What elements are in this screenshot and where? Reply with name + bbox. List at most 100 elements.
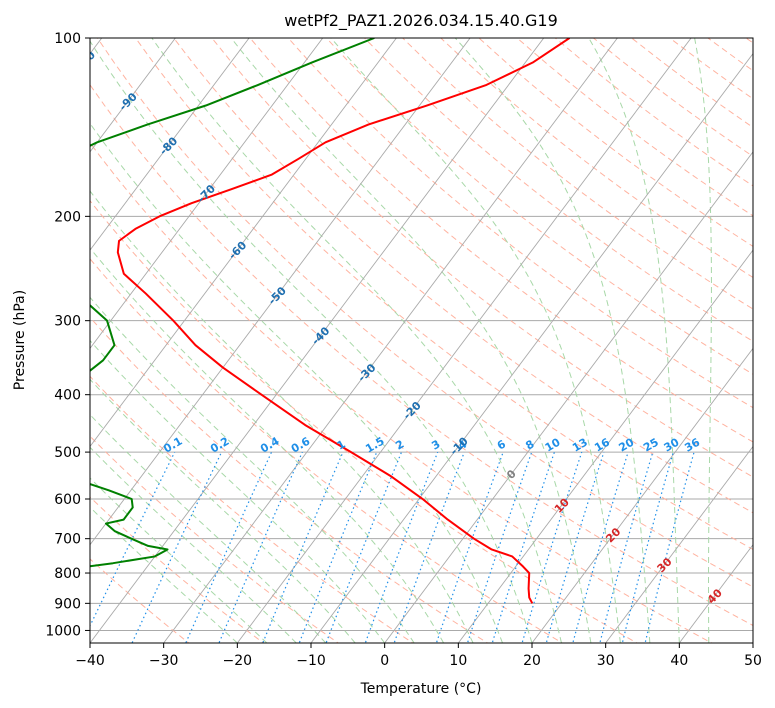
x-tick-label: 50: [744, 653, 762, 669]
x-tick-label: 0: [380, 653, 389, 669]
isotherm-line: [236, 38, 692, 643]
mixing-ratio-line: [298, 451, 378, 643]
dry-adiabat-line: [364, 38, 753, 342]
mixing-ratio-line: [90, 451, 176, 628]
isotherm-label: -80: [157, 134, 180, 157]
isotherm-label: 0: [504, 467, 519, 482]
y-tick-label: 1000: [45, 623, 81, 639]
moist-adiabat-line: [90, 413, 327, 643]
isotherm-line: [605, 445, 753, 643]
chart-title: wetPf2_PAZ1.2026.034.15.40.G19: [284, 11, 558, 31]
isotherm-label: -20: [401, 399, 424, 422]
mixing-ratio-label: 8: [523, 438, 536, 453]
mixing-ratio-label: 3: [429, 438, 442, 453]
x-axis-label: Temperature (°C): [360, 681, 482, 697]
isotherm-line: [90, 38, 545, 643]
mixing-ratio-line: [435, 451, 504, 643]
isotherm-line: [678, 544, 753, 643]
y-tick-label: 800: [54, 566, 81, 582]
moist-adiabat-line: [330, 38, 621, 643]
mixing-ratio-line: [131, 451, 223, 643]
moist-adiabat-line: [90, 296, 415, 643]
mixing-ratio-line: [572, 451, 629, 643]
dry-adiabat-line: [173, 38, 753, 514]
moist-adiabat-line: [90, 477, 268, 643]
dry-adiabat-line: [90, 84, 753, 627]
isotherm-label: -100: [69, 48, 98, 77]
isotherm-line: [531, 347, 753, 643]
x-tick-label: 10: [449, 653, 467, 669]
y-axis-label: Pressure (hPa): [12, 290, 28, 390]
plot-frame: [89, 37, 754, 644]
x-tick-label: −10: [296, 653, 326, 669]
mixing-ratio-line: [185, 451, 273, 643]
y-tick-label: 500: [54, 445, 81, 461]
moist-adiabat-line: [90, 446, 297, 643]
moist-adiabat-line: [90, 339, 386, 643]
dry-adiabat-line: [478, 38, 753, 247]
dry-adiabat-line: [287, 38, 753, 409]
plot-area: 0.1 0.2 0.4 0.6 1 1.5 2 3 4 6 8 10 13 16 20 25 30 36-100-…: [69, 38, 753, 643]
x-tick-label: 20: [523, 653, 541, 669]
isotherm-line: [90, 38, 250, 251]
isotherm-line: [457, 249, 753, 643]
isotherm-line: [90, 38, 471, 546]
mixing-ratio-line: [325, 451, 403, 643]
dry-adiabat-line: [90, 558, 190, 643]
moist-adiabat-line: [588, 38, 680, 643]
mixing-ratio-line: [644, 451, 695, 643]
moist-adiabat-line: [694, 38, 712, 643]
x-tick-label: 40: [670, 653, 688, 669]
x-tick-label: −40: [75, 653, 105, 669]
moist-adiabat-line: [90, 247, 445, 643]
y-tick-label: 700: [54, 532, 81, 548]
mixing-ratio-line: [491, 451, 555, 643]
dry-adiabat-line: [402, 38, 753, 310]
moist-adiabat-line: [90, 378, 356, 643]
isotherm-line: [90, 38, 176, 153]
y-tick-label: 100: [54, 31, 81, 47]
isotherm-line: [384, 151, 753, 643]
dry-adiabat-line: [516, 38, 753, 217]
isotherm-line: [163, 38, 618, 643]
mixing-ratio-label: 6: [495, 437, 508, 452]
dry-adiabat-line: [90, 258, 564, 643]
mixing-ratio-line: [545, 451, 605, 643]
x-tick-label: −30: [149, 653, 179, 669]
temperature-profile: [116, 38, 571, 604]
isotherm-line: [90, 38, 397, 448]
mixing-ratio-line: [364, 451, 439, 643]
moist-adiabat-line: [230, 38, 592, 643]
mixing-ratio-line: [262, 451, 344, 643]
moist-adiabat-line: [151, 38, 562, 643]
dry-adiabat-line: [90, 435, 340, 643]
moist-adiabat-line: [90, 122, 503, 643]
dry-adiabat-line: [745, 38, 753, 44]
mixing-ratio-line: [621, 451, 674, 643]
dry-adiabat-line: [90, 375, 414, 643]
moist-adiabat-line: [454, 38, 651, 643]
dry-adiabat-line: [90, 199, 639, 643]
mixing-ratio-label: 2: [393, 438, 406, 453]
y-tick-label: 300: [54, 314, 81, 330]
dry-adiabat-line: [96, 38, 753, 588]
isotherm-line: [310, 52, 753, 643]
mixing-ratio-line: [466, 451, 533, 643]
x-tick-label: 30: [597, 653, 615, 669]
isotherm-label: -10: [448, 434, 471, 457]
isotherm-label: -50: [266, 284, 289, 307]
dry-adiabat-line: [669, 38, 753, 100]
isotherm-line: [752, 642, 753, 643]
isotherm-label: -60: [226, 239, 249, 262]
x-tick-label: −20: [223, 653, 253, 669]
dry-adiabat-line: [135, 38, 753, 550]
dry-adiabat-line: [707, 38, 753, 72]
dry-adiabat-line: [211, 38, 753, 478]
y-tick-label: 200: [54, 209, 81, 225]
dry-adiabat-line: [90, 142, 713, 643]
moist-adiabat-line: [90, 40, 533, 643]
mixing-ratio-line: [521, 451, 583, 643]
mixing-ratio-line: [393, 451, 465, 643]
moist-adiabat-line: [90, 506, 238, 643]
